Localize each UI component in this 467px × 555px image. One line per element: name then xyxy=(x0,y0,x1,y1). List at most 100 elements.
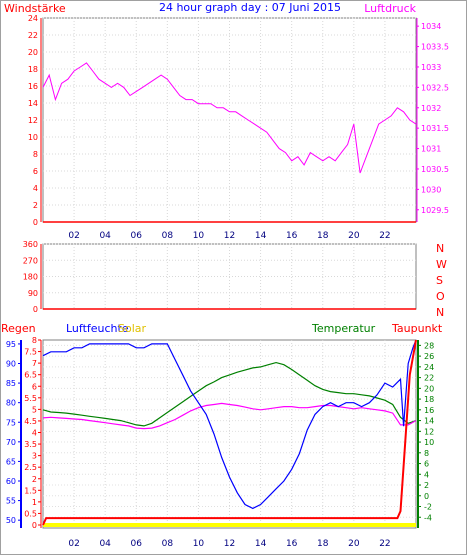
pressure-tick-label: 1030 xyxy=(421,185,441,194)
solar-axis-title: Solar xyxy=(118,322,147,335)
temp-tick-label: 24 xyxy=(424,363,434,372)
climate-chart: 02 04 06 08 10 12 14 16 18 20 22-4-202468101214161… xyxy=(6,336,434,549)
temp-tick-label: 8 xyxy=(424,449,429,458)
temp-tick-label: -2 xyxy=(424,503,432,512)
rain-tick-label: 1.5 xyxy=(24,486,37,495)
humidity-tick-label: 90 xyxy=(6,360,16,369)
x-tick-label: 10 xyxy=(193,539,205,549)
temp-tick-label: 10 xyxy=(424,438,434,447)
rain-tick-label: 3 xyxy=(32,452,37,461)
compass-label: S xyxy=(436,274,443,287)
x-tick-label: 08 xyxy=(162,539,174,549)
x-tick-label: 06 xyxy=(131,231,143,241)
x-tick-label: 14 xyxy=(255,231,267,241)
humidity-line xyxy=(42,339,417,510)
rain-tick-label: 8 xyxy=(32,336,37,345)
pressure-tick-label: 1031.5 xyxy=(421,124,449,133)
temperature-line xyxy=(42,361,417,427)
compass-label: N xyxy=(436,242,444,255)
wind-tick-label: 16 xyxy=(28,82,38,91)
x-tick-label: 16 xyxy=(286,539,298,549)
rain-tick-label: 6.5 xyxy=(24,371,37,380)
rain-tick-label: 7 xyxy=(32,359,37,368)
pressure-tick-label: 1032.5 xyxy=(421,83,449,92)
direction-tick-label: 180 xyxy=(23,273,38,282)
humidity-tick-label: 85 xyxy=(6,379,16,388)
temp-tick-label: 28 xyxy=(424,341,434,350)
rain-tick-label: 4 xyxy=(32,429,37,438)
x-tick-label: 02 xyxy=(68,231,79,241)
x-tick-label: 04 xyxy=(99,231,111,241)
wind-tick-label: 2 xyxy=(33,201,38,210)
direction-tick-label: 360 xyxy=(23,240,38,249)
chart-title: 24 hour graph day : 07 Juni 2015 xyxy=(159,1,341,14)
temp-tick-label: 26 xyxy=(424,352,434,361)
rain-tick-label: 6 xyxy=(32,382,37,391)
wind-tick-label: 12 xyxy=(28,116,38,125)
humidity-tick-label: 55 xyxy=(6,497,16,506)
pressure-tick-label: 1034 xyxy=(421,22,441,31)
compass-label: O xyxy=(436,290,445,303)
temp-tick-label: 0 xyxy=(424,492,429,501)
x-tick-label: 12 xyxy=(224,539,235,549)
compass-label: W xyxy=(436,258,447,271)
pressure-tick-label: 1033.5 xyxy=(421,43,449,52)
wind-tick-label: 20 xyxy=(28,48,38,57)
wind-axis-title: Windstärke xyxy=(4,2,66,15)
dewpoint-axis-title: Taupunkt xyxy=(391,322,443,335)
temp-tick-label: 20 xyxy=(424,384,434,393)
direction-tick-label: 270 xyxy=(23,256,38,265)
rain-tick-label: 5.5 xyxy=(24,394,37,403)
pressure-tick-label: 1031 xyxy=(421,145,441,154)
x-tick-label: 08 xyxy=(162,231,174,241)
wind-tick-label: 6 xyxy=(33,167,38,176)
temp-tick-label: 14 xyxy=(424,417,434,426)
wind-tick-label: 18 xyxy=(28,65,38,74)
wind-tick-label: 24 xyxy=(28,14,38,23)
x-tick-label: 04 xyxy=(99,539,111,549)
rain-tick-label: 5 xyxy=(32,405,37,414)
x-tick-label: 20 xyxy=(348,231,360,241)
temp-tick-label: 6 xyxy=(424,460,429,469)
humidity-tick-label: 60 xyxy=(6,477,16,486)
compass-label: N xyxy=(436,306,444,319)
x-tick-label: 22 xyxy=(379,231,390,241)
wind-tick-label: 4 xyxy=(33,184,38,193)
x-tick-label: 18 xyxy=(317,539,329,549)
temp-tick-label: 22 xyxy=(424,374,434,383)
x-tick-label: 12 xyxy=(224,231,235,241)
wind-pressure-chart: 02 04 06 08 10 12 14 16 18 20 22024681012141618202… xyxy=(28,14,449,241)
rain-tick-label: 7.5 xyxy=(24,348,37,357)
pressure-tick-label: 1032 xyxy=(421,104,441,113)
temp-tick-label: 12 xyxy=(424,427,434,436)
pressure-line xyxy=(42,62,417,174)
rain-tick-label: 2 xyxy=(32,475,37,484)
humidity-tick-label: 70 xyxy=(6,438,16,447)
x-tick-label: 18 xyxy=(317,231,329,241)
wind-tick-label: 14 xyxy=(28,99,38,108)
wind-tick-label: 0 xyxy=(33,218,38,227)
x-tick-label: 10 xyxy=(193,231,205,241)
x-tick-label: 16 xyxy=(286,231,298,241)
pressure-tick-label: 1030.5 xyxy=(421,165,449,174)
pressure-tick-label: 1029.5 xyxy=(421,206,449,215)
dewpoint-line xyxy=(42,402,417,430)
humidity-axis-title: Luftfeuchte xyxy=(66,322,129,335)
x-tick-label: 14 xyxy=(255,539,267,549)
humidity-tick-label: 50 xyxy=(6,516,16,525)
humidity-tick-label: 75 xyxy=(6,418,16,427)
humidity-tick-label: 80 xyxy=(6,399,16,408)
direction-tick-label: 90 xyxy=(28,289,38,298)
temp-tick-label: -4 xyxy=(424,513,432,522)
humidity-tick-label: 65 xyxy=(6,457,16,466)
humidity-tick-label: 95 xyxy=(6,340,16,349)
x-tick-label: 02 xyxy=(68,539,79,549)
rain-line xyxy=(42,339,417,526)
direction-tick-label: 0 xyxy=(33,305,38,314)
x-tick-label: 22 xyxy=(379,539,390,549)
x-tick-label: 20 xyxy=(348,539,360,549)
temp-tick-label: 18 xyxy=(424,395,434,404)
